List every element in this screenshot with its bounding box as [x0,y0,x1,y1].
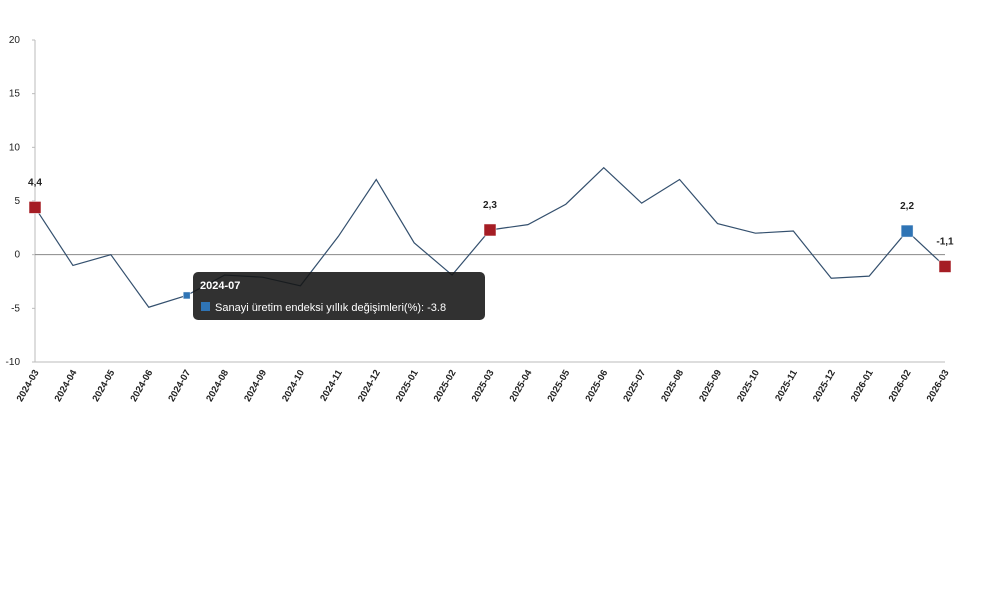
x-tick-label: 2025-03 [470,368,497,404]
point-marker [28,201,42,214]
x-tick-label: 2024-10 [280,368,307,404]
value-label: -1,1 [936,236,954,247]
x-tick-label: 2025-02 [432,368,459,404]
x-tick-label: 2025-09 [697,368,724,404]
y-tick-label: 5 [14,196,20,207]
y-tick-label: -10 [6,357,21,368]
x-tick-label: 2024-05 [90,367,117,403]
x-tick-label: 2026-01 [849,367,876,403]
data-line [34,166,946,308]
x-tick-label: 2025-08 [659,368,686,404]
y-tick-label: 10 [9,142,21,153]
x-tick-label: 2025-05 [545,367,572,403]
tooltip-swatch [201,302,210,311]
point-marker [182,291,191,300]
tooltip-box [193,272,485,320]
x-tick-label: 2025-04 [508,367,535,403]
point-marker [938,260,952,273]
value-label: 4,4 [28,177,42,188]
x-tick-label: 2024-06 [128,368,155,404]
x-tick-label: 2026-03 [925,368,952,404]
y-tick-label: 15 [9,89,21,100]
tooltip: 2024-07 Sanayi üretim endeksi yıllık değ… [193,272,485,320]
x-tick-label: 2024-08 [204,368,231,404]
x-tick-label: 2024-09 [242,368,269,404]
y-tick-label: 20 [9,35,21,46]
x-tick-label: 2025-07 [621,368,648,404]
x-tick-label: 2026-02 [887,368,914,404]
value-label: 2,3 [483,200,497,211]
x-tick-label: 2025-10 [735,368,762,404]
y-tick-label: 0 [14,250,20,261]
value-label: 2,2 [900,201,914,212]
x-tick-label: 2024-11 [318,367,345,403]
point-marker [900,224,914,238]
tooltip-title: 2024-07 [200,280,240,292]
x-tick-label: 2025-12 [811,368,838,404]
x-tick-label: 2024-07 [166,368,193,404]
x-tick-label: 2024-04 [53,367,80,403]
point-marker [483,223,497,237]
x-tick-label: 2025-06 [583,368,610,404]
y-tick-label: -5 [11,303,20,314]
x-tick-label: 2025-01 [394,367,421,403]
x-tick-label: 2025-11 [773,367,800,403]
x-tick-label: 2024-12 [356,368,383,404]
x-tick-label: 2024-03 [15,368,42,404]
tooltip-text: Sanayi üretim endeksi yıllık değişimleri… [215,302,446,314]
